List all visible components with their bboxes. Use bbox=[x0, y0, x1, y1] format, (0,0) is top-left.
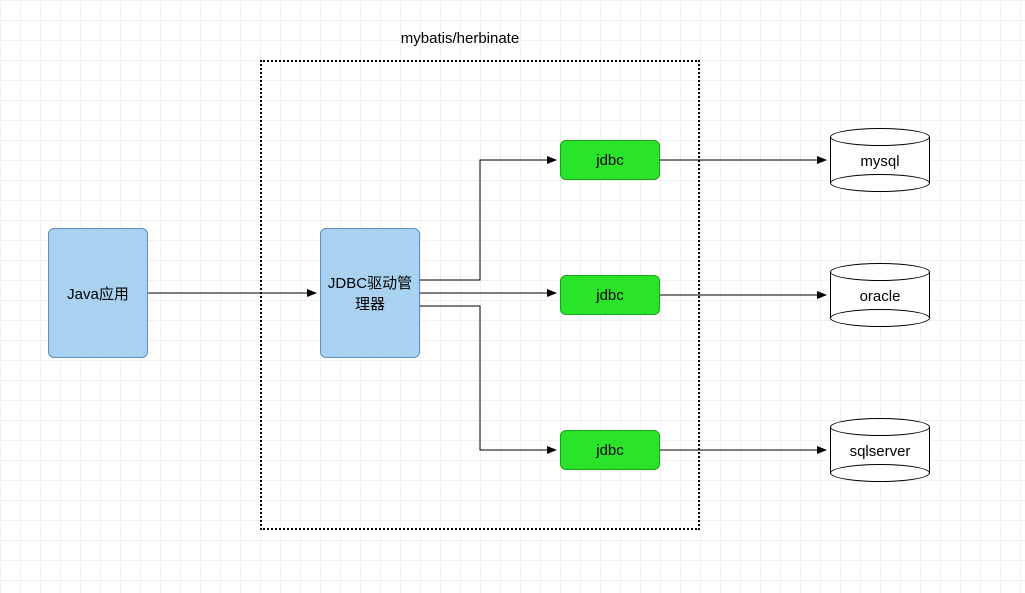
node-label: jdbc bbox=[590, 287, 630, 304]
node-jdbc3: jdbc bbox=[560, 430, 660, 470]
node-label: Java应用 bbox=[61, 283, 135, 304]
container-caption: mybatis/herbinate bbox=[360, 30, 560, 47]
node-jdbc2: jdbc bbox=[560, 275, 660, 315]
db-mysql: mysql bbox=[830, 128, 930, 192]
db-label: oracle bbox=[830, 288, 930, 305]
node-label: jdbc bbox=[590, 152, 630, 169]
db-sqlserver: sqlserver bbox=[830, 418, 930, 482]
node-java_app: Java应用 bbox=[48, 228, 148, 358]
node-jdbc1: jdbc bbox=[560, 140, 660, 180]
db-label: mysql bbox=[830, 153, 930, 170]
db-label: sqlserver bbox=[830, 443, 930, 460]
container-caption-text: mybatis/herbinate bbox=[401, 30, 519, 47]
db-oracle: oracle bbox=[830, 263, 930, 327]
node-label: jdbc bbox=[590, 442, 630, 459]
diagram-canvas: mybatis/herbinate Java应用 JDBC驱动管理器 jdbc jdb… bbox=[0, 0, 1025, 593]
node-label: JDBC驱动管理器 bbox=[321, 272, 419, 314]
node-jdbc_manager: JDBC驱动管理器 bbox=[320, 228, 420, 358]
